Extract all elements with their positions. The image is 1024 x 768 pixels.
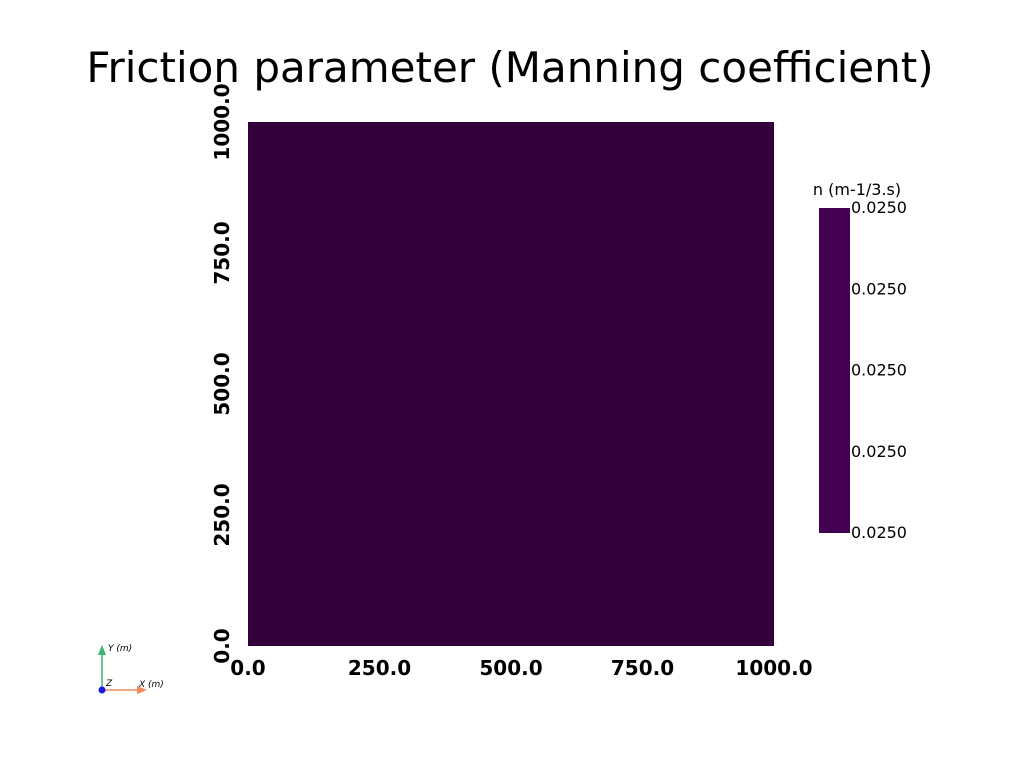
colorbar-tick-label: 0.0250 xyxy=(851,198,907,217)
colorbar-title: n (m-1/3.s) xyxy=(813,180,901,199)
y-tick-label: 0.0 xyxy=(210,628,234,663)
chart-title: Friction parameter (Manning coefficient) xyxy=(86,43,933,92)
axis-widget-y-label: Y (m) xyxy=(108,644,132,654)
z-axis-marker xyxy=(98,686,106,694)
y-axis: 0.0 250.0 500.0 750.0 1000.0 xyxy=(210,83,234,663)
orientation-axes-widget: Y (m) Z X (m) xyxy=(98,644,164,694)
y-axis-arrowhead xyxy=(98,645,106,655)
x-tick-label: 500.0 xyxy=(479,656,542,680)
y-tick-label: 250.0 xyxy=(210,483,234,546)
x-axis: 0.0 250.0 500.0 750.0 1000.0 xyxy=(230,656,812,680)
axis-widget-x-label: X (m) xyxy=(138,680,164,690)
y-tick-label: 500.0 xyxy=(210,352,234,415)
x-tick-label: 1000.0 xyxy=(735,656,812,680)
colorbar-tick-label: 0.0250 xyxy=(851,523,907,542)
x-axis-arrowhead xyxy=(137,686,147,694)
colorbar-tick-label: 0.0250 xyxy=(851,442,907,461)
x-tick-label: 250.0 xyxy=(348,656,411,680)
y-tick-label: 750.0 xyxy=(210,221,234,284)
friction-field xyxy=(248,122,774,646)
colorbar-tick-label: 0.0250 xyxy=(851,279,907,298)
x-tick-label: 0.0 xyxy=(230,656,265,680)
y-tick-label: 1000.0 xyxy=(210,83,234,160)
x-tick-label: 750.0 xyxy=(611,656,674,680)
colorbar-ticks: 0.0250 0.0250 0.0250 0.0250 0.0250 xyxy=(851,198,907,542)
colorbar-tick-label: 0.0250 xyxy=(851,361,907,380)
colorbar-gradient xyxy=(819,208,850,533)
axis-widget-z-label: Z xyxy=(105,679,113,689)
colorbar: n (m-1/3.s) 0.02500.02500.02500.02500.02… xyxy=(813,180,907,542)
